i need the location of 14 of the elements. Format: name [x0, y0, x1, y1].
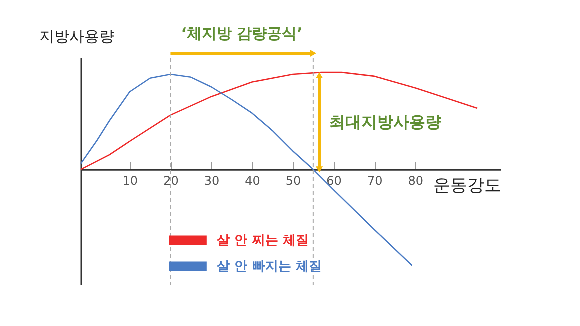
- legend-label: 살 안 빠지는 체질: [217, 259, 322, 274]
- x-tick-label: 30: [204, 174, 220, 188]
- x-tick-label: 50: [286, 174, 302, 188]
- y-axis-title: 지방사용량: [40, 28, 114, 46]
- legend-label: 살 안 찌는 체질: [217, 233, 309, 248]
- x-tick-label: 10: [122, 174, 138, 188]
- text: ‘체지방 감량공식’: [181, 24, 303, 42]
- annotation: 최대지방사용량: [330, 112, 442, 132]
- x-tick-label: 80: [408, 174, 424, 188]
- x-tick-label: 70: [367, 174, 383, 188]
- x-tick-label: 20: [164, 174, 179, 188]
- x-tick-label: 40: [245, 174, 260, 188]
- x-tick-label: 60: [326, 174, 342, 188]
- x-axis-title: 운동강도: [434, 176, 502, 196]
